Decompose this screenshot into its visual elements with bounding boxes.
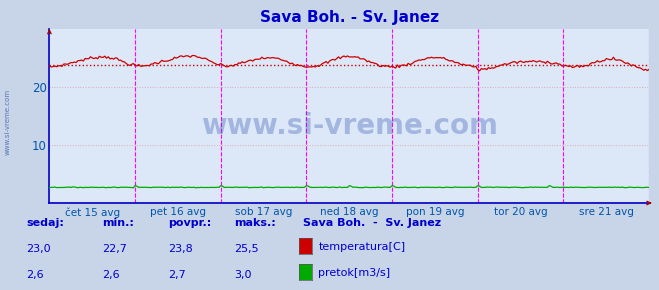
Text: maks.:: maks.: xyxy=(234,218,275,228)
Text: www.si-vreme.com: www.si-vreme.com xyxy=(5,89,11,155)
Text: sedaj:: sedaj: xyxy=(26,218,64,228)
Text: 3,0: 3,0 xyxy=(234,270,252,280)
Text: 2,6: 2,6 xyxy=(102,270,120,280)
Title: Sava Boh. - Sv. Janez: Sava Boh. - Sv. Janez xyxy=(260,10,439,25)
Text: pretok[m3/s]: pretok[m3/s] xyxy=(318,268,390,278)
Text: 23,8: 23,8 xyxy=(168,244,193,254)
Text: 22,7: 22,7 xyxy=(102,244,127,254)
Text: Sava Boh.  -  Sv. Janez: Sava Boh. - Sv. Janez xyxy=(303,218,442,228)
Text: temperatura[C]: temperatura[C] xyxy=(318,242,405,251)
Text: www.si-vreme.com: www.si-vreme.com xyxy=(201,113,498,140)
Text: 2,6: 2,6 xyxy=(26,270,44,280)
Text: min.:: min.: xyxy=(102,218,134,228)
Text: 23,0: 23,0 xyxy=(26,244,51,254)
Text: 25,5: 25,5 xyxy=(234,244,258,254)
Text: 2,7: 2,7 xyxy=(168,270,186,280)
Text: povpr.:: povpr.: xyxy=(168,218,212,228)
